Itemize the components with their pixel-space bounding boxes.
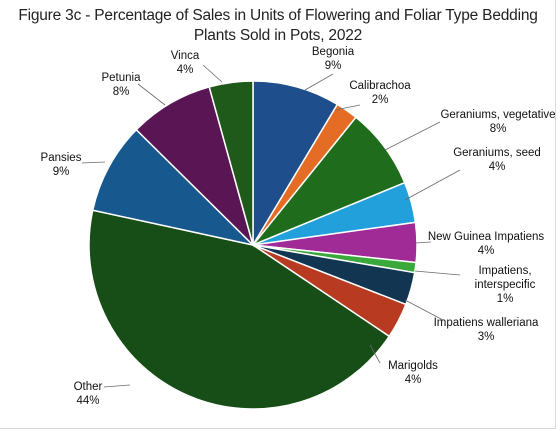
data-label-calibrachoa: Calibrachoa 2% (349, 80, 411, 106)
leader-line-pansies (81, 161, 106, 164)
leader-line-other (103, 384, 131, 388)
pie-slice-vinca (208, 80, 254, 246)
data-label-pansies: Pansies 9% (41, 152, 82, 178)
chart-title-line2: Plants Sold in Pots, 2022 (193, 27, 363, 44)
data-label-other: Other 44% (74, 381, 103, 407)
leader-line-new-guinea-impatiens (414, 241, 432, 244)
data-label-vinca: Vinca 4% (171, 50, 200, 76)
leader-line-impatiens-walleriana (404, 299, 444, 321)
leader-line-vinca (202, 64, 223, 83)
leader-line-marigolds (369, 344, 381, 364)
leader-line-begonia (304, 73, 334, 91)
pie-slices (88, 80, 418, 410)
data-label-geraniums-vegetative: Geraniums, vegetative 8% (440, 109, 555, 135)
pie-slice-petunia (135, 86, 255, 248)
data-label-impatiens-interspecific: Impatiens, interspecific 1% (475, 265, 536, 305)
data-label-geraniums-seed: Geraniums, seed 4% (453, 147, 541, 173)
data-label-new-guinea-impatiens: New Guinea Impatiens 4% (428, 231, 545, 257)
pie-slice-begonia (252, 80, 339, 248)
leader-line-geraniums-seed (404, 169, 461, 201)
leader-line-geraniums-vegetative (384, 121, 441, 151)
chart-title: Figure 3c - Percentage of Sales in Units… (0, 6, 556, 46)
pie-labels: Begonia 9% Calibrachoa 2% Geraniums, vegetat… (41, 46, 556, 407)
leader-line-impatiens-interspecific (414, 270, 461, 276)
pie-slice-other (88, 209, 391, 410)
data-label-begonia: Begonia 9% (312, 46, 355, 72)
data-label-petunia: Petunia 8% (101, 72, 141, 98)
pie-slice-pansies (91, 128, 256, 247)
data-label-impatiens-walleriana: Impatiens walleriana 3% (434, 317, 539, 343)
leader-line-calibrachoa (334, 104, 361, 111)
chart-title-line1: Figure 3c - Percentage of Sales in Units… (18, 7, 538, 24)
leader-line-petunia (137, 83, 166, 106)
data-label-marigolds: Marigolds 4% (388, 360, 438, 386)
